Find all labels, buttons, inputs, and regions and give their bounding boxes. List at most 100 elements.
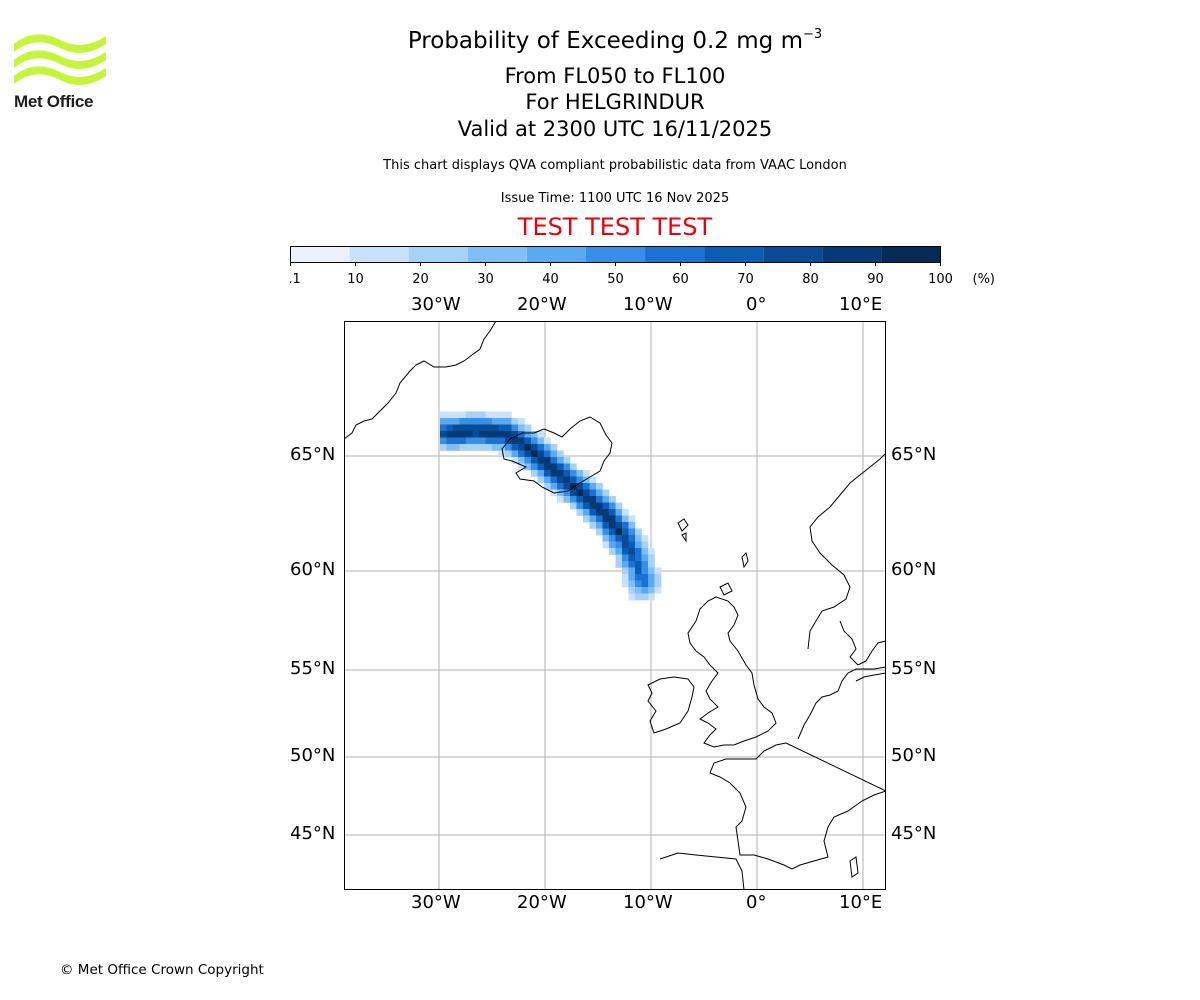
plume-cell [609,535,616,542]
chart-description: This chart displays QVA compliant probab… [383,158,847,173]
plume-cell [635,528,642,536]
plume-cell [498,411,506,419]
plume-cell [446,437,454,445]
plume-cell [557,483,564,490]
plume-cell [641,574,649,581]
plume-cell [518,418,525,425]
plume-cell [609,522,616,529]
plume-cell [583,509,590,516]
plume-cell [583,502,590,510]
colorbar-segment [822,246,882,263]
plume-cell [466,444,473,451]
plume-cell [537,444,545,451]
valid-time: Valid at 2300 UTC 16/11/2025 [457,117,773,141]
plume-cell [648,580,655,588]
plume-cell [602,502,610,510]
unit-exponent: −3 [802,27,823,42]
plume-cell [518,431,525,438]
plume-cell [453,437,460,445]
plume-cell [635,561,642,568]
colorbar-tick-label: 80 [802,272,819,287]
plume-cell [622,528,629,536]
plume-cell [453,424,460,432]
plume-cell [563,476,571,484]
plume-cell [472,424,480,432]
colorbar-tick-label: 40 [542,272,559,287]
lon-label-bottom-30w: 30°W [411,892,461,913]
plume-cell [498,431,506,438]
plume-cell [654,574,662,581]
plume-cell [583,515,590,523]
greenland-coast [344,321,497,440]
plume-cell [466,431,473,438]
chart-title: Probability of Exceeding 0.2 mg m−3 [407,27,823,54]
plume-cell [596,509,603,516]
plume-cell [641,587,649,594]
plume-cell [609,528,616,536]
plume-cell [446,418,454,425]
plume-cell [557,489,564,497]
plume-cell [609,496,616,503]
plume-cell [622,515,629,523]
plume-cell [459,431,467,438]
plume-cell [557,496,564,503]
plume-cell [583,476,590,484]
colorbar-tick-label: 10 [347,272,364,287]
plume-cell [537,476,545,484]
plume-cell [557,463,564,471]
lon-label-top-10w: 10°W [623,294,673,315]
plume-cell [576,489,584,497]
plume-cell [518,437,525,445]
probability-map [344,321,886,894]
plume-cell [466,418,473,425]
plume-cell [635,541,642,549]
corsica-coast [849,856,859,878]
test-banner: TEST TEST TEST [517,213,713,241]
plume-cell [446,444,454,451]
plume-cell [544,476,551,484]
lon-label-top-30w: 30°W [411,294,461,315]
colorbar-segment [290,246,350,263]
plume-cell [557,450,564,458]
plume-cell [648,567,655,575]
plume-cell [576,502,584,510]
colorbar-segment [645,246,705,263]
plume-cell [557,457,564,464]
plume-cell [602,496,610,503]
plume-cell [648,574,655,581]
plume-cell [602,509,610,516]
plume-cell [505,444,512,451]
plume-cell [615,561,623,568]
plume-cell [641,554,649,562]
plume-cell [596,528,603,536]
plume-cell [602,489,610,497]
colorbar-segment [526,246,586,263]
plume-cell [628,522,636,529]
plume-cell [518,463,525,471]
plume-cell [596,496,603,503]
plume-cell [479,444,486,451]
plume-cell [524,450,532,458]
plume-cell [628,535,636,542]
lat-label-right-55n: 55°N [891,658,937,679]
plume-cell [648,548,655,555]
colorbar-segment [467,246,527,263]
plume-cell [609,548,616,555]
colorbar-segment [349,246,409,263]
plume-cell [485,424,493,432]
scotland-england-coast [687,596,777,748]
plume-cell [511,450,519,458]
plume-cell [654,587,662,594]
plume-cell [583,470,590,477]
map-gridlines [344,321,886,890]
plume-cell [596,483,603,490]
colorbar-graphic: 0.1 10 20 30 40 50 60 70 80 90 100 (%) [280,246,995,287]
plume-cell [511,418,519,425]
plume-cell [472,431,480,438]
plume-cell [453,444,460,451]
colorbar-tick-label: 90 [867,272,884,287]
coastlines [344,321,886,890]
lat-label-left-45n: 45°N [290,823,336,844]
copyright-notice: © Met Office Crown Copyright [60,962,264,978]
plume-cell [576,476,584,484]
